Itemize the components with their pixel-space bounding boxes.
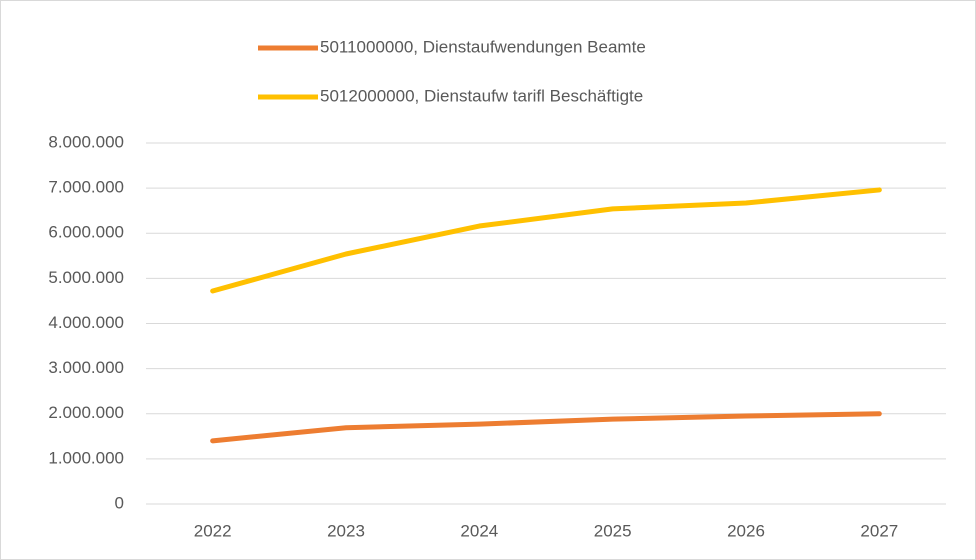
legend-label: 5012000000, Dienstaufw tarifl Beschäftig… [320,86,643,105]
x-tick-label: 2024 [460,521,498,540]
y-tick-label: 5.000.000 [48,268,124,287]
x-tick-label: 2025 [594,521,632,540]
y-tick-label: 2.000.000 [48,403,124,422]
y-tick-label: 3.000.000 [48,358,124,377]
series-line [210,187,882,294]
y-tick-label: 0 [115,493,124,512]
x-tick-label: 2026 [727,521,765,540]
y-tick-label: 4.000.000 [48,313,124,332]
y-tick-label: 7.000.000 [48,178,124,197]
x-tick-label: 2027 [860,521,898,540]
y-tick-label: 1.000.000 [48,448,124,467]
y-tick-label: 8.000.000 [48,132,124,151]
y-tick-label: 6.000.000 [48,223,124,242]
x-tick-label: 2023 [327,521,365,540]
legend-label: 5011000000, Dienstaufwendungen Beamte [320,37,646,56]
series-line [210,411,882,444]
x-tick-label: 2022 [194,521,232,540]
